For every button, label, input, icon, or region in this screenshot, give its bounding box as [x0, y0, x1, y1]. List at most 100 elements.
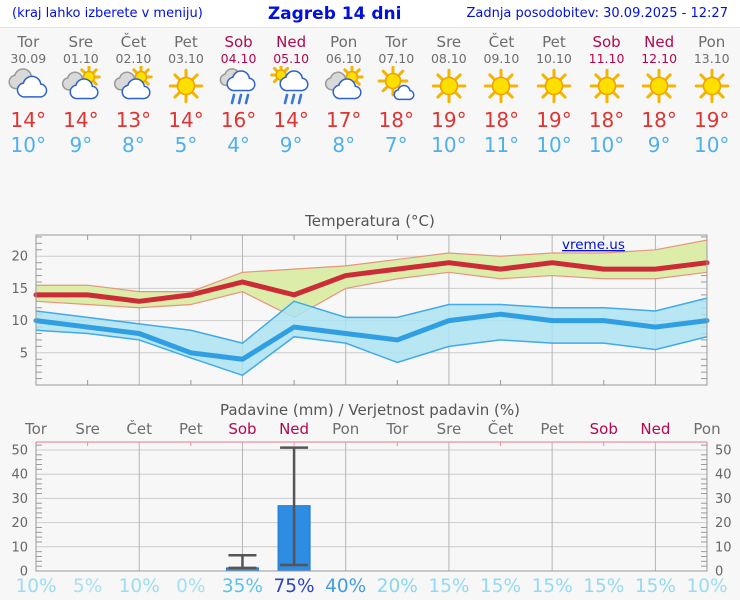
precip-day-label: Čet	[126, 420, 152, 438]
vreme-watermark-link[interactable]: vreme.us	[562, 237, 625, 253]
day-date: 03.10	[168, 51, 204, 66]
precip-y-axis-label-left: 40	[11, 468, 28, 483]
sunny-icon	[580, 66, 633, 106]
max-temperature: 18°	[378, 108, 414, 132]
sun-shape	[431, 68, 467, 104]
sun-rain-icon	[265, 66, 318, 106]
precip-probability-label: 35%	[222, 576, 263, 597]
precip-probability-label: 5%	[73, 576, 102, 597]
partly-sunny-icon	[55, 66, 108, 106]
min-temperature: 9°	[69, 133, 93, 157]
min-temperature: 4°	[227, 133, 250, 157]
partly-sunny-icon	[107, 66, 160, 106]
day-date: 07.10	[378, 51, 415, 66]
day-column: Čet 02.10 13° 8°	[107, 34, 160, 158]
day-name: Sre	[68, 33, 94, 51]
temp-y-axis-label: 10	[11, 314, 28, 329]
precip-day-label: Sre	[437, 420, 462, 438]
precip-probability-label: 0%	[176, 576, 205, 597]
precip-chart-frame	[35, 442, 708, 572]
day-name: Tor	[17, 33, 40, 51]
topbar: (kraj lahko izberete v meniju) Zagreb 14…	[0, 0, 740, 28]
min-temperature: 11°	[483, 133, 520, 157]
min-temperature: 10°	[431, 133, 467, 157]
temp-chart-title: Temperatura (°C)	[305, 212, 435, 230]
precip-probability-label: 75%	[274, 576, 315, 597]
precip-y-axis-label-right: 50	[715, 443, 732, 458]
day-name: Pet	[174, 33, 198, 51]
max-temperature: 19°	[693, 108, 730, 132]
day-date: 10.10	[536, 51, 572, 66]
day-name: Pon	[698, 33, 726, 51]
day-date: 01.10	[62, 51, 99, 66]
min-temperature: 10°	[536, 133, 572, 157]
day-column: Ned 05.10 14° 9°	[265, 34, 318, 158]
day-column: Sre 08.10 19° 10°	[423, 34, 476, 158]
cloud-shape	[393, 84, 415, 101]
precip-day-label: Pon	[332, 420, 359, 438]
precip-probability-label: 15%	[428, 576, 469, 597]
day-column: Sob 04.10 16° 4°	[212, 34, 265, 158]
min-temperature: 9°	[279, 133, 303, 157]
temp-y-axis-label: 15	[11, 282, 28, 297]
sunny-icon	[475, 66, 528, 106]
precip-whisker	[228, 554, 257, 570]
day-name: Ned	[644, 33, 675, 51]
precip-probability-label: 15%	[583, 576, 624, 597]
sunny-icon	[160, 66, 213, 106]
precip-day-label: Sob	[590, 420, 618, 438]
day-name: Pet	[542, 33, 566, 51]
max-temp-range-band	[36, 240, 707, 318]
precip-day-label: Pet	[179, 420, 203, 438]
precip-y-axis-label-left: 20	[11, 516, 28, 531]
day-name: Sob	[224, 33, 253, 51]
sun-shape	[589, 68, 624, 104]
precipitation-chart: Tor Sre Čet Pet Sob Ned Pon Tor Sre Čet Pet Sob Ned P…	[11, 420, 732, 597]
precip-probability-label: 10%	[119, 576, 160, 597]
cloud-shape	[332, 78, 362, 100]
cloudy-icon	[2, 66, 55, 106]
sunny-icon	[528, 66, 581, 106]
day-date: 09.10	[483, 51, 520, 66]
cloud-shape	[121, 78, 151, 100]
max-temperature: 14°	[273, 108, 309, 132]
min-temp-line	[33, 311, 710, 362]
precip-y-axis-label-right: 30	[715, 492, 732, 507]
max-temperature: 14°	[63, 108, 99, 132]
precip-y-axis-label-left: 30	[11, 492, 28, 507]
max-temperature: 13°	[115, 108, 152, 132]
day-name: Čet	[120, 33, 147, 51]
temp-chart-frame	[35, 234, 708, 386]
sun-shape	[641, 68, 677, 104]
day-column: Pon 06.10 17° 8°	[317, 34, 370, 158]
day-date: 11.10	[588, 51, 625, 66]
max-temperature: 14°	[10, 108, 46, 132]
precip-whisker	[280, 446, 309, 567]
day-name: Čet	[488, 33, 515, 51]
day-name: Pon	[330, 33, 358, 51]
partly-sunny-icon	[317, 66, 370, 106]
day-date: 05.10	[273, 51, 310, 66]
mostly-sunny-icon	[370, 66, 423, 106]
min-temperature: 5°	[174, 133, 198, 157]
day-date: 02.10	[115, 51, 152, 66]
day-column: Pon 13.10 19° 10°	[685, 34, 738, 158]
sun-shape	[694, 68, 729, 104]
sun-shape	[168, 68, 204, 104]
day-date: 13.10	[693, 51, 730, 66]
max-temp-line	[33, 260, 710, 304]
day-column: Pet 10.10 19° 10°	[528, 34, 581, 158]
precip-probability-label: 10%	[15, 576, 56, 597]
precip-probability-label: 20%	[377, 576, 418, 597]
precip-probability-label: 15%	[532, 576, 573, 597]
precip-day-label: Tor	[24, 420, 48, 438]
max-temperature: 14°	[168, 108, 204, 132]
last-updated-text: Zadnja posodobitev: 30.09.2025 - 12:27	[466, 6, 728, 21]
max-temperature: 18°	[588, 108, 625, 132]
day-name: Sob	[592, 33, 621, 51]
day-name: Ned	[276, 33, 307, 51]
precip-probability-label: 15%	[635, 576, 676, 597]
precip-y-axis-label-right: 40	[715, 468, 732, 483]
min-temperature: 10°	[693, 133, 730, 157]
precip-y-axis-label-right: 0	[715, 565, 723, 580]
